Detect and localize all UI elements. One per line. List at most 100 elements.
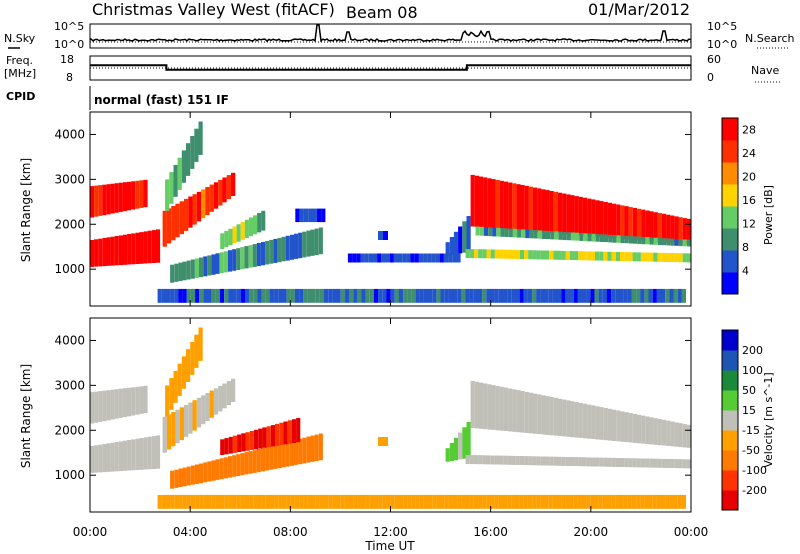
- power-cell: [544, 250, 550, 260]
- velocity-cell: [139, 386, 144, 414]
- velocity-cell: [174, 469, 179, 488]
- power-colorbar-tick: 24: [742, 147, 756, 160]
- velocity-cell: [157, 494, 162, 509]
- power-cell: [98, 238, 103, 267]
- power-cell: [478, 288, 483, 303]
- power-cell: [196, 191, 202, 222]
- power-cell: [213, 182, 219, 209]
- velocity-cell: [561, 456, 566, 466]
- power-colorbar-tick: 16: [742, 194, 756, 207]
- velocity-cell: [470, 380, 475, 429]
- power-cell: [407, 288, 412, 303]
- power-cell: [122, 182, 127, 212]
- velocity-cell: [215, 459, 220, 480]
- power-cell: [604, 234, 609, 243]
- power-cell: [474, 175, 479, 227]
- power-cell: [633, 236, 638, 244]
- power-cell: [499, 249, 504, 259]
- power-cell: [314, 228, 319, 256]
- power-cell: [186, 288, 191, 303]
- power-cell: [90, 240, 95, 267]
- power-cell: [432, 288, 437, 303]
- power-cell: [632, 207, 637, 240]
- velocity-cell: [458, 432, 463, 460]
- velocity-cell: [415, 494, 420, 509]
- power-y-tick-label: 3000: [54, 172, 85, 186]
- power-cell: [661, 213, 667, 243]
- power-cell: [232, 249, 237, 271]
- power-cell: [566, 194, 571, 235]
- velocity-cell: [619, 494, 624, 509]
- power-cell: [554, 231, 559, 240]
- power-cell: [652, 288, 657, 303]
- power-cell: [553, 250, 558, 260]
- power-cell: [307, 288, 312, 303]
- velocity-cell: [598, 494, 603, 509]
- velocity-cell: [631, 494, 637, 509]
- velocity-cell: [190, 342, 195, 375]
- power-cell: [619, 288, 624, 303]
- power-cell: [469, 288, 474, 303]
- power-cell: [595, 200, 600, 237]
- power-cell: [190, 136, 195, 169]
- velocity-cell: [256, 449, 261, 473]
- power-cell: [311, 288, 316, 303]
- velocity-cell: [453, 494, 458, 509]
- velocity-colorbar-swatch: [722, 450, 738, 471]
- velocity-cell: [636, 414, 642, 444]
- power-cell: [170, 288, 175, 303]
- velocity-cell: [90, 392, 95, 424]
- velocity-cell: [465, 455, 470, 464]
- velocity-cell: [207, 461, 212, 482]
- velocity-cell: [369, 494, 374, 509]
- power-cell: [628, 252, 633, 262]
- velocity-cell: [166, 414, 172, 450]
- power-cell: [587, 233, 592, 242]
- velocity-cell: [254, 429, 259, 450]
- velocity-cell: [287, 420, 292, 444]
- velocity-cell: [627, 494, 632, 509]
- power-cell: [166, 208, 172, 244]
- power-cell: [603, 202, 608, 238]
- power-cell: [631, 288, 637, 303]
- velocity-cell: [286, 494, 291, 509]
- velocity-cell: [682, 459, 687, 469]
- power-cell: [428, 288, 433, 303]
- velocity-cell: [224, 438, 229, 455]
- power-cell: [240, 288, 245, 303]
- power-cell: [486, 249, 491, 259]
- power-cell: [302, 231, 307, 258]
- velocity-cell: [281, 442, 286, 468]
- power-cell: [198, 121, 203, 155]
- power-cell: [452, 253, 457, 263]
- velocity-cell: [645, 458, 650, 468]
- power-cell: [677, 288, 682, 303]
- power-cell: [256, 243, 261, 267]
- power-colorbar-swatch: [722, 228, 738, 251]
- noise-panel-frame: [89, 23, 692, 49]
- noise-panel: N.Sky 10^5 10^0 10^5 10^0 N.Search: [4, 20, 795, 51]
- power-cell: [549, 250, 554, 260]
- power-cell: [562, 193, 567, 234]
- power-cell: [558, 231, 563, 240]
- velocity-cell: [223, 457, 228, 479]
- time-tick-label: 00:00: [73, 525, 108, 539]
- velocity-cell: [453, 437, 459, 461]
- velocity-cell: [482, 494, 487, 509]
- velocity-cell: [302, 437, 307, 464]
- velocity-cell: [616, 410, 621, 442]
- power-cell: [557, 288, 562, 303]
- velocity-cell: [661, 494, 666, 509]
- power-cell: [378, 288, 383, 303]
- velocity-cell: [291, 419, 297, 443]
- power-cell: [177, 157, 182, 190]
- velocity-cell: [511, 494, 516, 509]
- power-cell: [448, 253, 453, 263]
- velocity-cell: [519, 494, 524, 509]
- velocity-cell: [657, 419, 662, 446]
- velocity-cell: [562, 399, 567, 437]
- power-cell: [657, 213, 662, 242]
- velocity-cell: [557, 494, 562, 509]
- velocity-cell: [640, 458, 646, 468]
- power-cell: [373, 253, 378, 263]
